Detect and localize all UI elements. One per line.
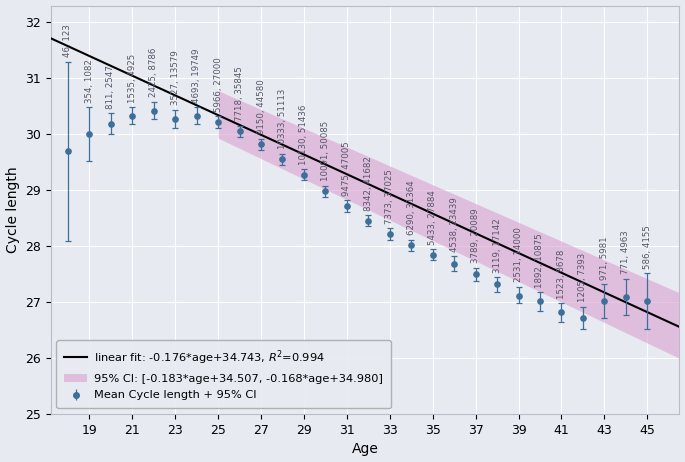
Text: 9475, 47005: 9475, 47005	[342, 141, 351, 196]
Text: 4693, 19749: 4693, 19749	[192, 49, 201, 103]
Text: 354, 1082: 354, 1082	[85, 59, 94, 103]
Text: 3119, 17142: 3119, 17142	[493, 218, 501, 273]
Text: 771, 4963: 771, 4963	[621, 231, 630, 274]
Text: 2531, 14000: 2531, 14000	[514, 227, 523, 282]
Text: 8342, 41682: 8342, 41682	[364, 156, 373, 211]
Text: 46, 123: 46, 123	[64, 24, 73, 57]
Text: 10333, 51113: 10333, 51113	[278, 89, 287, 149]
Text: 10091, 50085: 10091, 50085	[321, 121, 330, 181]
Text: 5966, 27000: 5966, 27000	[214, 57, 223, 112]
Text: 586, 4155: 586, 4155	[643, 225, 651, 268]
Text: 811, 2547: 811, 2547	[106, 65, 115, 109]
Text: 6290, 31364: 6290, 31364	[407, 180, 416, 235]
Text: 1535, 4925: 1535, 4925	[127, 54, 137, 103]
X-axis label: Age: Age	[351, 443, 379, 456]
Text: 4538, 23439: 4538, 23439	[449, 197, 459, 252]
Text: 10130, 51436: 10130, 51436	[299, 104, 308, 164]
Text: 7718, 35845: 7718, 35845	[235, 67, 244, 122]
Legend: linear fit: -0.176*age+34.743, $\it{R}$$^2$=0.994, 95% CI: [-0.183*age+34.507, -: linear fit: -0.176*age+34.743, $\it{R}$$…	[56, 340, 391, 408]
Text: 7373, 37025: 7373, 37025	[385, 169, 395, 224]
Text: 1205, 7393: 1205, 7393	[578, 253, 587, 302]
Text: 1523, 8678: 1523, 8678	[557, 249, 566, 299]
Text: 1892, 10875: 1892, 10875	[536, 233, 545, 288]
Text: 3527, 13579: 3527, 13579	[171, 50, 179, 105]
Text: 971, 5981: 971, 5981	[600, 236, 609, 280]
Y-axis label: Cycle length: Cycle length	[5, 166, 20, 253]
Text: 3789, 20089: 3789, 20089	[471, 208, 480, 263]
Text: 2425, 8786: 2425, 8786	[149, 48, 158, 97]
Text: 5433, 27884: 5433, 27884	[428, 190, 437, 244]
Text: 9150, 44580: 9150, 44580	[256, 79, 266, 134]
